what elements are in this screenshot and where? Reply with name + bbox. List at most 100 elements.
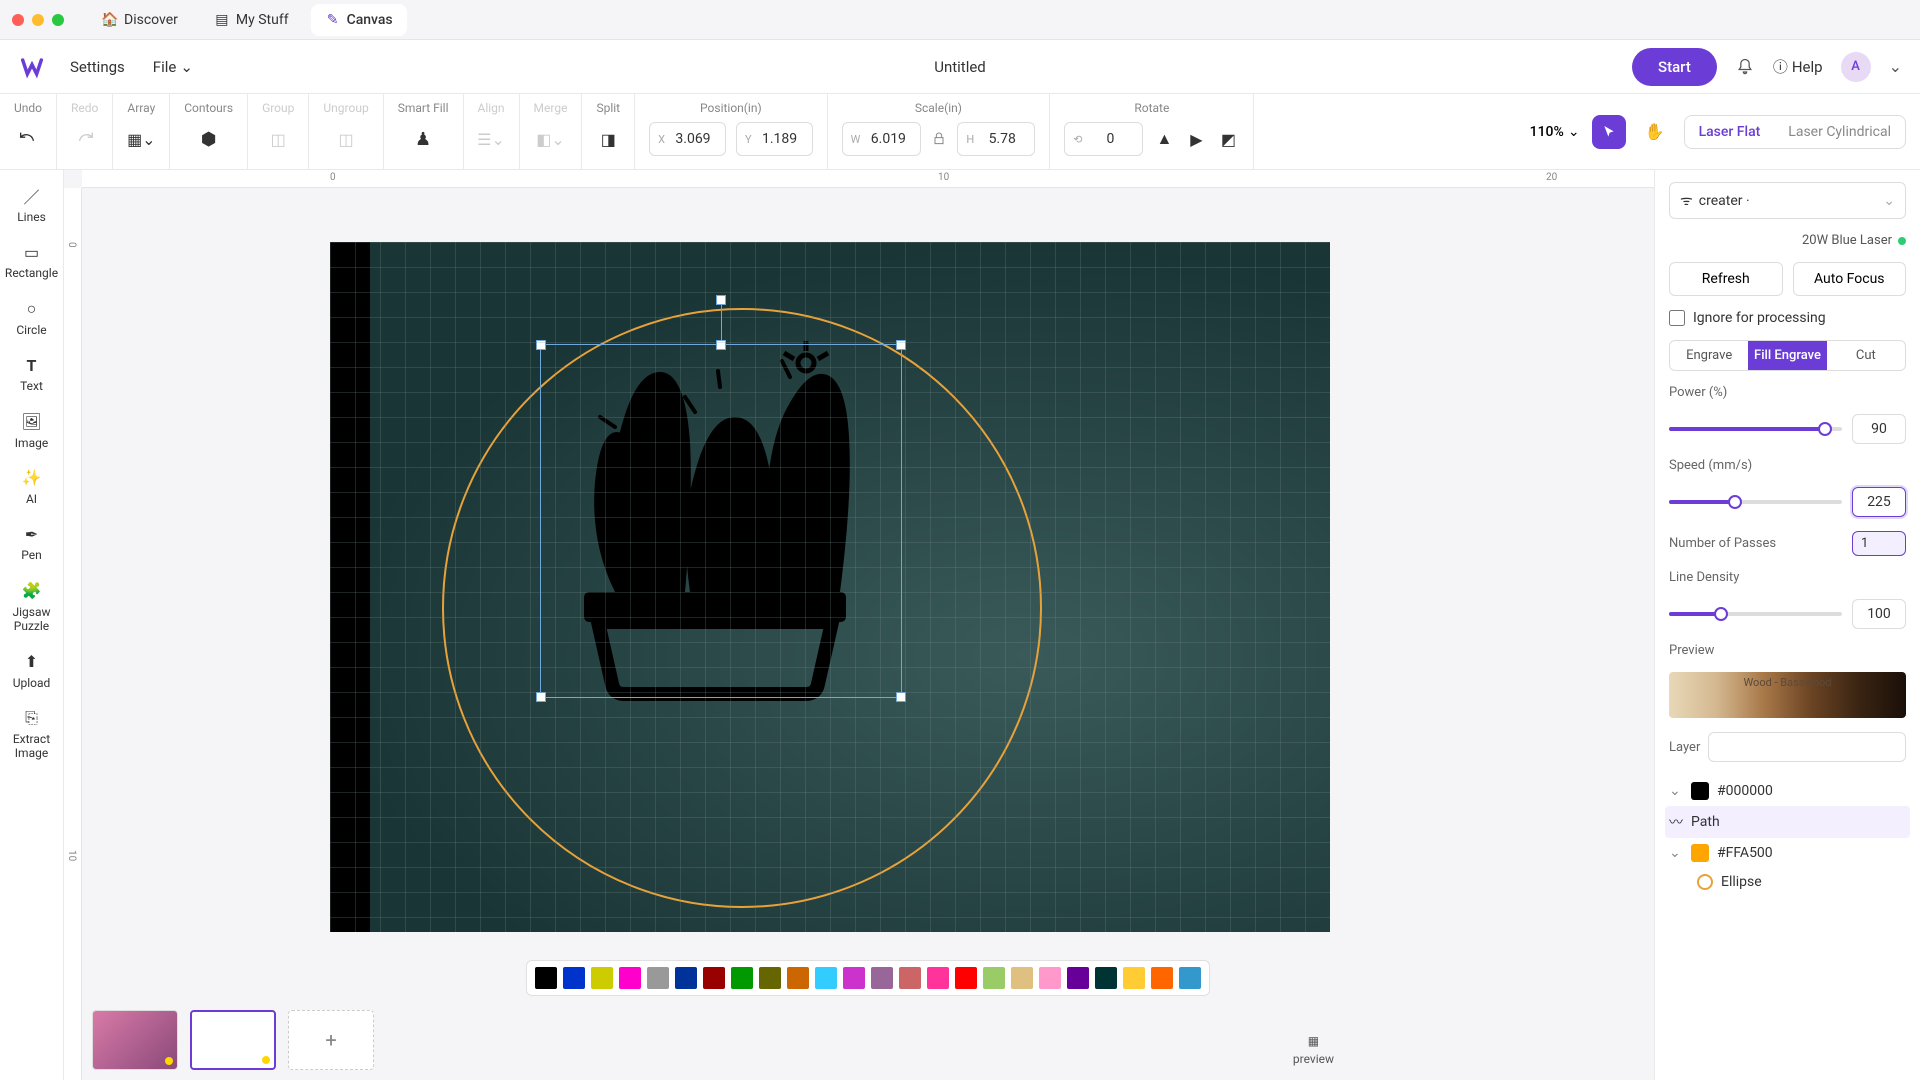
tool-ai[interactable]: ✨AI [0,460,63,514]
ignore-checkbox[interactable] [1669,310,1685,326]
page-thumb-2[interactable] [190,1010,276,1070]
swatch-6[interactable] [703,967,725,989]
start-button[interactable]: Start [1632,48,1717,86]
tab-discover[interactable]: 🏠 Discover [88,4,192,36]
laser-cylindrical-mode[interactable]: Laser Cylindrical [1774,116,1905,148]
mirror-button[interactable]: ◩ [1217,128,1239,150]
menu-settings[interactable]: Settings [70,58,125,76]
mode-cut[interactable]: Cut [1827,341,1905,370]
help-button[interactable]: ⓘ Help [1773,56,1823,77]
rotate-handle[interactable] [716,295,726,305]
layer-color-1[interactable]: ⌄ #000000 [1669,776,1906,806]
menu-file[interactable]: File ⌄ [153,58,193,76]
pos-x-input[interactable]: X3.069 [649,122,726,156]
swatch-23[interactable] [1179,967,1201,989]
cactus-path-object[interactable] [530,337,910,707]
swatch-16[interactable] [983,967,1005,989]
swatch-1[interactable] [563,967,585,989]
pos-y-input[interactable]: Y1.189 [736,122,813,156]
tool-image[interactable]: 🖼Image [0,404,63,458]
swatch-13[interactable] [899,967,921,989]
split-button[interactable]: ◨ [597,128,619,150]
density-input[interactable]: 100 [1852,599,1906,629]
bell-icon[interactable] [1735,57,1755,77]
device-select[interactable]: ᯤ creater · ⌄ [1669,182,1906,219]
resize-handle-tr[interactable] [896,340,906,350]
tool-pen[interactable]: ✒Pen [0,516,63,570]
swatch-0[interactable] [535,967,557,989]
page-thumb-1[interactable] [92,1010,178,1070]
array-button[interactable]: ▦⌄ [130,128,152,150]
swatch-8[interactable] [759,967,781,989]
resize-handle-tl[interactable] [536,340,546,350]
avatar[interactable]: A [1841,52,1871,82]
power-slider[interactable] [1669,427,1842,431]
undo-button[interactable] [17,128,39,150]
flip-h-button[interactable]: ▲ [1153,128,1175,150]
add-page-button[interactable]: + [288,1010,374,1070]
min-dot[interactable] [32,14,44,26]
zoom-select[interactable]: 110%⌄ [1530,124,1580,140]
swatch-18[interactable] [1039,967,1061,989]
lock-icon[interactable] [931,131,947,147]
refresh-button[interactable]: Refresh [1669,262,1783,296]
resize-handle-bl[interactable] [536,692,546,702]
resize-handle-br[interactable] [896,692,906,702]
rotate-input[interactable]: ⟲0 [1064,122,1143,156]
layer-select[interactable] [1708,732,1906,762]
hand-tool[interactable]: ✋ [1638,115,1672,149]
tool-rectangle[interactable]: ▭Rectangle [0,234,63,288]
preview-button[interactable]: ▦ preview [1293,1034,1334,1066]
power-input[interactable]: 90 [1852,414,1906,444]
canvas[interactable]: + ▦ preview [82,188,1654,1080]
tool-circle[interactable]: ○Circle [0,291,63,345]
contours-button[interactable]: ⬢ [198,128,220,150]
tool-lines[interactable]: ／Lines [0,178,63,232]
swatch-10[interactable] [815,967,837,989]
layer-item-ellipse[interactable]: Ellipse [1669,868,1906,896]
swatch-3[interactable] [619,967,641,989]
mode-fill-engrave[interactable]: Fill Engrave [1748,341,1826,370]
tool-text[interactable]: TText [0,347,63,401]
autofocus-button[interactable]: Auto Focus [1793,262,1907,296]
resize-handle-tm[interactable] [716,340,726,350]
account-chevron-icon[interactable]: ⌄ [1889,57,1902,76]
tool-upload[interactable]: ⬆ Upload [0,644,63,698]
swatch-20[interactable] [1095,967,1117,989]
speed-slider[interactable] [1669,500,1842,504]
scale-w-input[interactable]: W6.019 [842,122,922,156]
close-dot[interactable] [12,14,24,26]
pointer-tool[interactable] [1592,115,1626,149]
swatch-14[interactable] [927,967,949,989]
density-slider[interactable] [1669,612,1842,616]
swatch-11[interactable] [843,967,865,989]
swatch-22[interactable] [1151,967,1173,989]
swatch-9[interactable] [787,967,809,989]
tab-canvas[interactable]: ✎ Canvas [311,4,407,36]
mode-engrave[interactable]: Engrave [1670,341,1748,370]
swatch-2[interactable] [591,967,613,989]
tool-jigsaw[interactable]: 🧩Jigsaw Puzzle [0,573,63,642]
passes-input[interactable]: 1 [1852,531,1906,556]
document-title[interactable]: Untitled [934,58,986,76]
scale-h-input[interactable]: H5.78 [957,122,1035,156]
tab-mystuff[interactable]: ▤ My Stuff [200,4,303,36]
swatch-15[interactable] [955,967,977,989]
ellipse-object[interactable] [442,308,1042,908]
laser-flat-mode[interactable]: Laser Flat [1685,116,1775,148]
layer-item-path[interactable]: 〰 Path [1665,806,1910,838]
swatch-5[interactable] [675,967,697,989]
swatch-12[interactable] [871,967,893,989]
smartfill-button[interactable]: ♟ [412,128,434,150]
max-dot[interactable] [52,14,64,26]
layer-color-2[interactable]: ⌄ #FFA500 [1669,838,1906,868]
swatch-17[interactable] [1011,967,1033,989]
swatch-4[interactable] [647,967,669,989]
swatch-7[interactable] [731,967,753,989]
tool-extract[interactable]: ⎘Extract Image [0,700,63,769]
swatch-19[interactable] [1067,967,1089,989]
flip-v-button[interactable]: ▶ [1185,128,1207,150]
swatch-21[interactable] [1123,967,1145,989]
speed-input[interactable]: 225 [1852,487,1906,517]
selection-box[interactable] [540,344,902,698]
